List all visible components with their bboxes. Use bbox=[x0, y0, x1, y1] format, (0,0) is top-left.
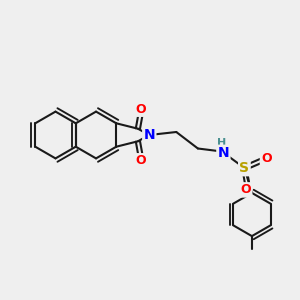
Text: N: N bbox=[143, 128, 155, 142]
Text: H: H bbox=[217, 137, 226, 148]
Text: O: O bbox=[136, 154, 146, 167]
Text: S: S bbox=[239, 161, 249, 175]
Text: O: O bbox=[241, 183, 251, 196]
Text: N: N bbox=[218, 146, 229, 160]
Text: O: O bbox=[261, 152, 272, 166]
Text: O: O bbox=[136, 103, 146, 116]
